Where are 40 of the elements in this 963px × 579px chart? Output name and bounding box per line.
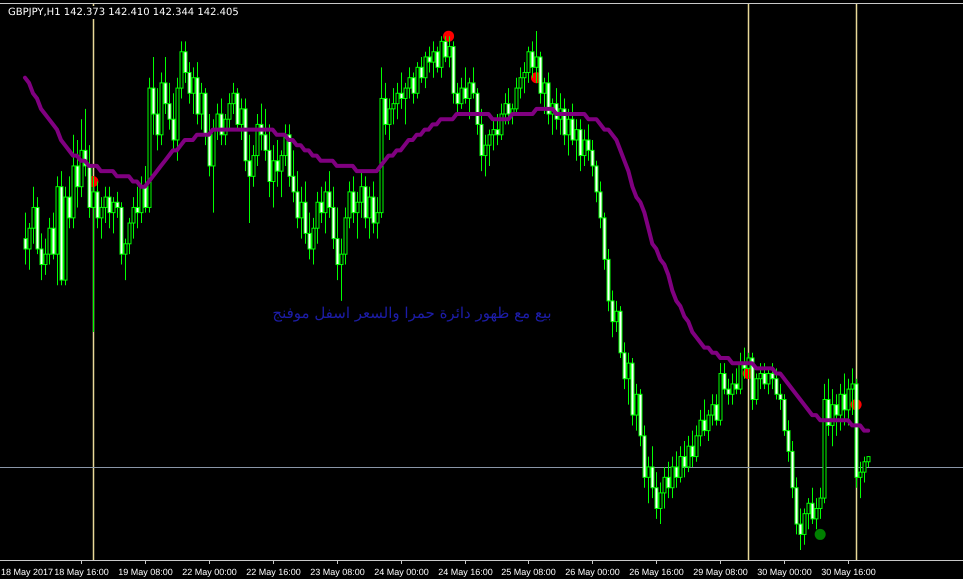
candlestick	[702, 398, 706, 436]
candlestick	[300, 186, 304, 240]
x-tick-label: 26 May 00:00	[565, 567, 620, 577]
candlestick	[432, 40, 436, 78]
chart-title: GBPJPY,H1 142.373 142.410 142.344 142.405	[8, 7, 239, 18]
x-tick-label: 24 May 00:00	[374, 567, 429, 577]
x-tick-label: 30 May 00:00	[757, 567, 812, 577]
candlestick	[674, 450, 678, 488]
x-tick-label: 19 May 08:00	[118, 567, 173, 577]
candlestick	[192, 66, 196, 115]
x-tick-label: 29 May 08:00	[693, 567, 748, 577]
x-tick-label: 22 May 00:00	[182, 567, 237, 577]
candlestick	[734, 368, 738, 395]
candlestick	[834, 394, 838, 436]
candlestick	[566, 108, 570, 156]
candlestick	[574, 118, 578, 162]
candlestick	[842, 373, 846, 426]
x-tick-label: 26 May 16:00	[629, 567, 684, 577]
candlestick	[506, 88, 510, 125]
candlestick	[690, 430, 694, 468]
x-tick-label: 24 May 16:00	[438, 567, 493, 577]
candlestick	[400, 72, 404, 110]
point	[814, 528, 826, 540]
candlestick	[136, 186, 140, 229]
x-tick-label: 25 May 08:00	[501, 567, 556, 577]
candlestick	[276, 139, 280, 188]
annotation: بيع مع ظهور دائرة حمرا والسعر اسفل موفنج	[272, 304, 552, 322]
x-tick-label: 18 May 16:00	[54, 567, 109, 577]
x-tick-label: 23 May 08:00	[310, 567, 365, 577]
candlestick	[24, 212, 28, 266]
candlestick	[496, 114, 500, 146]
x-tick-label: 30 May 16:00	[821, 567, 876, 577]
x-tick-label: 18 May 2017	[1, 567, 54, 577]
candlestick	[682, 440, 686, 478]
candlestick	[464, 66, 468, 104]
x-tick-label: 22 May 16:00	[246, 567, 301, 577]
candlestick	[810, 487, 814, 525]
candlestick	[762, 362, 766, 390]
candlestick	[666, 461, 670, 499]
candlestick	[368, 186, 372, 240]
